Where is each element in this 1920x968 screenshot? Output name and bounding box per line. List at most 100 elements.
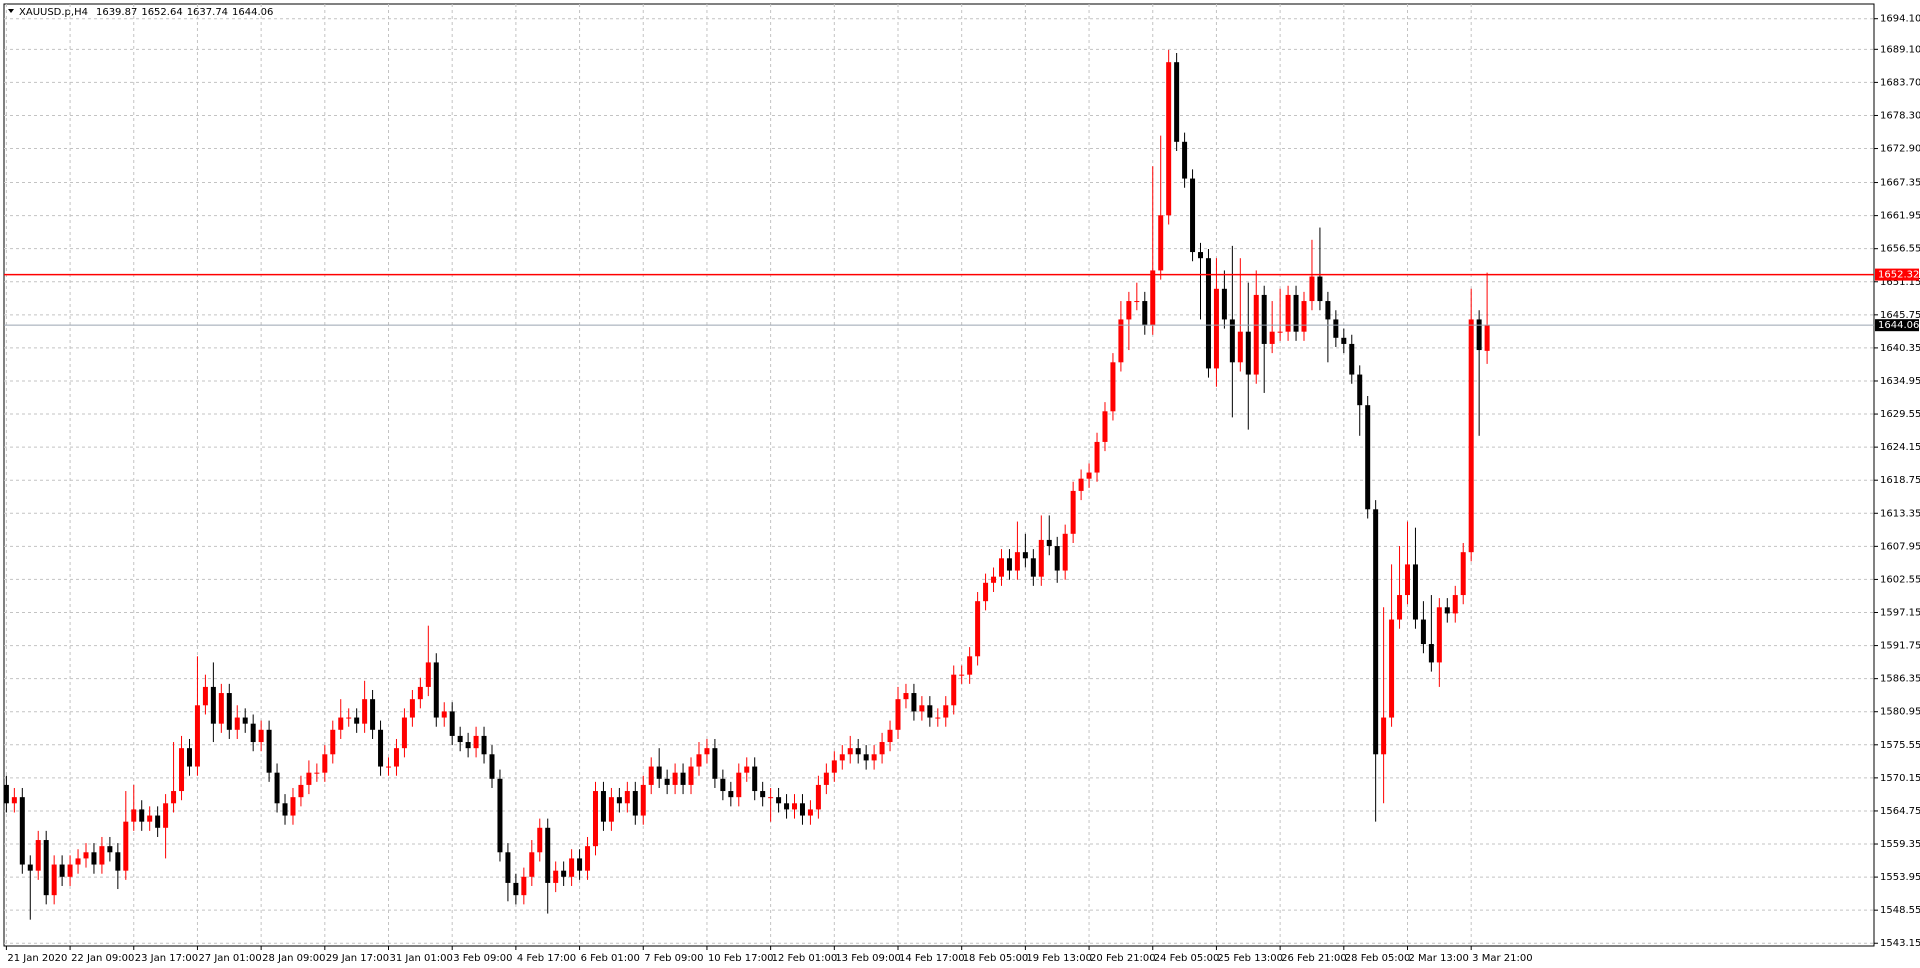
candle-body (561, 870, 567, 877)
symbol: XAUUSD.p,H4 (19, 7, 88, 18)
candle-body (51, 864, 57, 896)
y-tick-label: 1689.10 (1880, 44, 1920, 55)
candle-body (807, 809, 813, 816)
candle-body (433, 662, 439, 718)
candle-body (83, 852, 89, 859)
y-tick-label: 1559.35 (1880, 839, 1920, 850)
candle-body (935, 717, 941, 719)
candle-body (720, 778, 726, 792)
candle-body (640, 784, 646, 816)
y-tick-label: 1602.55 (1880, 574, 1920, 585)
candle-body (218, 693, 224, 724)
candle-body (202, 686, 208, 706)
menu-arrow[interactable] (8, 9, 14, 13)
candle-body (346, 717, 352, 719)
candle-body (91, 852, 97, 865)
candle-body (1397, 595, 1403, 620)
candle-body (35, 840, 41, 871)
candle-body (1285, 294, 1291, 332)
candle-body (306, 772, 312, 785)
y-tick-label: 1683.70 (1880, 77, 1920, 88)
candle-body (839, 754, 845, 761)
x-tick-label: 20 Feb 21:00 (1090, 953, 1156, 964)
candle-body (1190, 178, 1196, 253)
candle-body (417, 686, 423, 700)
candle-body (831, 760, 837, 773)
candle-body (473, 735, 479, 749)
x-tick-label: 21 Jan 2020 (7, 953, 67, 964)
candle-body (1166, 62, 1172, 216)
candle-body (1253, 294, 1259, 375)
candle-body (967, 656, 973, 675)
candle-body (242, 717, 248, 724)
candle-body (1198, 252, 1204, 259)
x-tick-label: 31 Jan 01:00 (390, 953, 453, 964)
candle-body (577, 858, 583, 871)
candle-body (1476, 319, 1482, 351)
candle-body (1333, 319, 1339, 338)
candle-body (67, 864, 73, 877)
candle-body (338, 717, 344, 730)
candle-body (632, 791, 638, 816)
x-tick-label: 7 Feb 09:00 (644, 953, 703, 964)
candle-body (1460, 552, 1466, 596)
x-tick-label: 28 Jan 09:00 (262, 953, 325, 964)
candle-body (545, 827, 551, 883)
candle-body (298, 784, 304, 798)
candle-body (163, 803, 169, 828)
candle-body (664, 778, 670, 785)
candle-body (823, 772, 829, 785)
candle-body (1158, 215, 1164, 271)
candle-body (1389, 619, 1395, 718)
candle-body (258, 729, 264, 743)
candle-body (378, 729, 384, 767)
y-tick-label: 1656.55 (1880, 244, 1920, 255)
candle-body (1142, 301, 1148, 326)
candle-body (1022, 552, 1028, 559)
candle-body (425, 662, 431, 687)
x-tick-label: 6 Feb 01:00 (581, 953, 640, 964)
x-tick-label: 2 Mar 13:00 (1408, 953, 1468, 964)
x-tick-label: 14 Feb 17:00 (899, 953, 965, 964)
candle-body (1102, 411, 1108, 442)
candle-body (497, 778, 503, 853)
candle-body (1030, 558, 1036, 577)
y-tick-label: 1548.55 (1880, 905, 1920, 916)
candle-body (1070, 490, 1076, 534)
candle-body (513, 882, 519, 896)
candle-body (186, 748, 192, 767)
candle-body (1182, 141, 1188, 179)
candle-body (1325, 301, 1331, 320)
y-tick-label: 1651.15 (1880, 277, 1920, 288)
candle-body (760, 791, 766, 798)
candle-body (656, 766, 662, 779)
y-tick-label: 1553.95 (1880, 872, 1920, 883)
candle-body (123, 821, 129, 871)
candle-body (449, 711, 455, 736)
candle-body (847, 748, 853, 755)
candle-body (704, 748, 710, 755)
candle-body (1174, 62, 1180, 142)
y-tick-label: 1570.15 (1880, 773, 1920, 784)
candle-body (115, 852, 121, 871)
x-tick-label: 13 Feb 09:00 (835, 953, 901, 964)
candle-body (393, 748, 399, 767)
candle-body (1261, 294, 1267, 344)
candle-body (1229, 319, 1235, 363)
candle-body (871, 754, 877, 761)
candle-body (608, 797, 614, 822)
candle-body (1038, 539, 1044, 577)
x-tick-label: 25 Feb 13:00 (1217, 953, 1283, 964)
candle-body (489, 754, 495, 779)
x-tick-label: 3 Feb 09:00 (453, 953, 512, 964)
candle-body (784, 803, 790, 810)
candle-body (1006, 558, 1012, 571)
y-tick-label: 1597.15 (1880, 608, 1920, 619)
y-tick-label: 1591.75 (1880, 641, 1920, 652)
candle-body (585, 846, 591, 871)
candle-body (75, 858, 81, 865)
candle-body (903, 693, 909, 700)
y-tick-label: 1640.35 (1880, 343, 1920, 354)
candle-body (569, 858, 575, 877)
candle-body (648, 766, 654, 785)
